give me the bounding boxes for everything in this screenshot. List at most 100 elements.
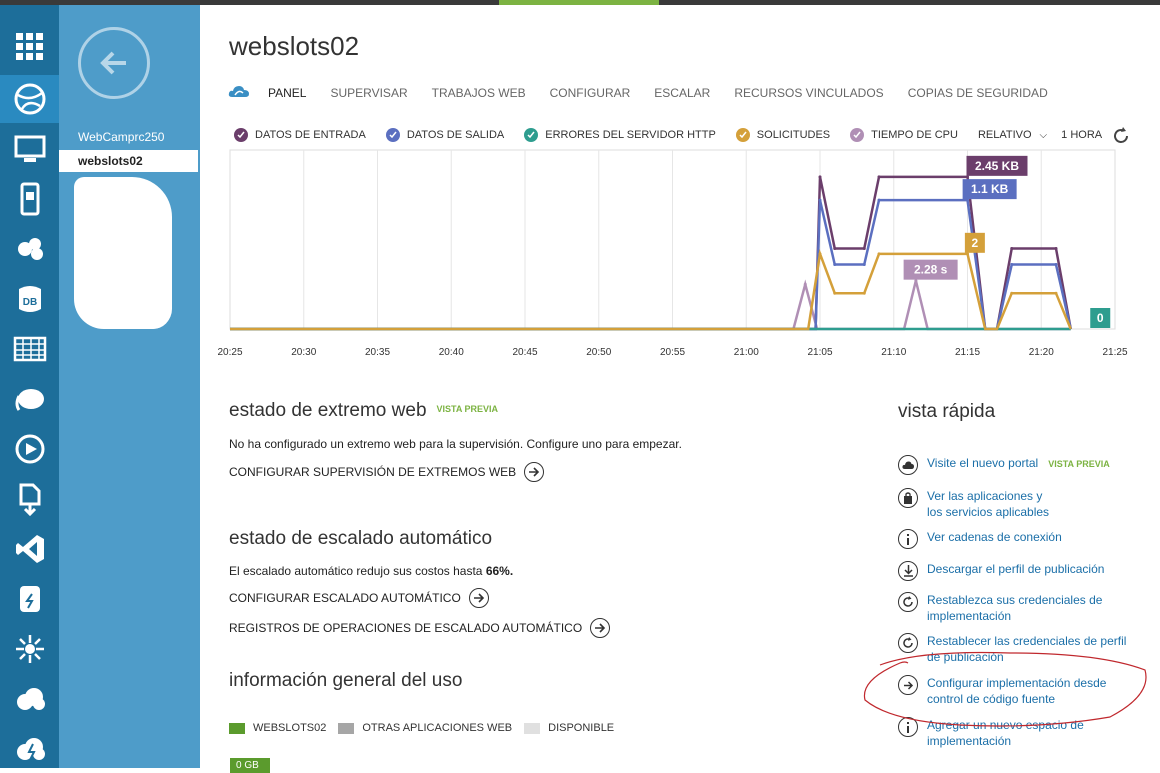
series-point xyxy=(833,246,837,250)
refresh-icon[interactable] xyxy=(1111,126,1131,151)
x-tick-label: 21:25 xyxy=(1102,347,1127,358)
series-point xyxy=(877,175,881,179)
usage-label: WEBSLOTS02 xyxy=(253,722,327,734)
back-button[interactable] xyxy=(78,27,150,99)
tab-escalar[interactable]: ESCALAR xyxy=(654,86,711,100)
legend-item-tiempo-cpu[interactable]: TIEMPO DE CPU xyxy=(850,128,958,142)
download-profile-link[interactable]: Descargar el perfil de publicación xyxy=(898,561,1104,581)
setup-source-control-deployment-link[interactable]: Configurar implementación desde control d… xyxy=(898,675,1106,707)
series-point xyxy=(833,291,837,295)
download-icon xyxy=(898,561,918,581)
webendpoint-title-text: estado de extremo web xyxy=(229,400,427,421)
sidebar-item-webslots02[interactable]: webslots02 xyxy=(59,150,198,172)
series-point xyxy=(862,291,866,295)
webendpoint-text: No ha configurado un extremo web para la… xyxy=(229,437,682,451)
series-value-badge xyxy=(962,179,1017,200)
tab-configurar[interactable]: CONFIGURAR xyxy=(549,86,631,100)
sql-databases-icon[interactable]: DB xyxy=(0,275,59,323)
legend-item-solicitudes[interactable]: SOLICITUDES xyxy=(735,128,830,142)
usage-swatch xyxy=(524,722,541,734)
series-point xyxy=(914,279,918,283)
series-point xyxy=(966,175,969,179)
usage-swatch xyxy=(229,722,245,734)
media-services-icon[interactable] xyxy=(0,425,59,473)
arrow-right-icon xyxy=(898,675,918,695)
range-dropdown[interactable]: 1 HORA xyxy=(1061,129,1102,141)
usage-title: información general del uso xyxy=(229,670,463,691)
autoscale-logs-label: REGISTROS DE OPERACIONES DE ESCALADO AUT… xyxy=(229,621,583,635)
websites-icon[interactable] xyxy=(0,75,59,123)
info-icon xyxy=(898,529,918,549)
storage-icon[interactable] xyxy=(0,325,59,373)
x-tick-label: 21:05 xyxy=(807,347,832,358)
series-value-badge xyxy=(1090,308,1111,328)
add-deployment-slot-link[interactable]: Agregar un nuevo espacio de implementació… xyxy=(898,717,1084,749)
tab-recursos-vinculados[interactable]: RECURSOS VINCULADOS xyxy=(734,86,884,100)
virtual-machines-icon[interactable] xyxy=(0,125,59,173)
tab-copias-de-seguridad[interactable]: COPIAS DE SEGURIDAD xyxy=(907,86,1048,100)
series-point xyxy=(862,263,866,267)
series-value-label: 2.28 s xyxy=(914,263,948,277)
tab-supervisar[interactable]: SUPERVISAR xyxy=(330,86,408,100)
info-icon xyxy=(898,717,918,737)
autoscale-text: El escalado automático redujo sus costos… xyxy=(229,564,513,578)
view-connection-strings-link[interactable]: Ver cadenas de conexión xyxy=(898,529,1062,549)
website-cloud-icon xyxy=(228,83,250,104)
configure-endpoint-label: CONFIGURAR SUPERVISIÓN DE EXTREMOS WEB xyxy=(229,465,517,479)
scheduler-icon[interactable] xyxy=(0,725,59,773)
x-tick-label: 21:10 xyxy=(881,347,906,358)
all-items-icon[interactable] xyxy=(0,23,59,71)
usage-legend-item: WEBSLOTS02 xyxy=(229,722,326,734)
link-label-line2: los servicios aplicables xyxy=(927,505,1050,519)
tab-panel[interactable]: PANEL xyxy=(268,86,307,100)
view-apps-link[interactable]: Ver las aplicaciones y los servicios apli… xyxy=(898,488,1049,520)
series-value-label: 2.45 KB xyxy=(975,159,1019,173)
series-line xyxy=(230,198,1072,331)
legend-item-errores-http[interactable]: ERRORES DEL SERVIDOR HTTP xyxy=(524,128,716,142)
cache-icon[interactable] xyxy=(0,575,59,623)
check-icon xyxy=(524,128,539,142)
reset-deployment-credentials-link[interactable]: Restablezca sus credenciales de implement… xyxy=(898,592,1102,624)
reset-publish-profile-link[interactable]: Restablecer las credenciales de perfil de… xyxy=(898,633,1126,665)
legend-item-datos-salida[interactable]: DATOS DE SALIDA xyxy=(385,128,504,142)
tab-trabajos-web[interactable]: TRABAJOS WEB xyxy=(431,86,526,100)
tab-bar: PANEL SUPERVISAR TRABAJOS WEB CONFIGURAR… xyxy=(228,83,1072,103)
x-tick-label: 20:40 xyxy=(439,347,464,358)
link-label-line2: implementación xyxy=(927,609,1012,623)
link-label-line2: implementación xyxy=(927,734,1012,748)
configure-autoscale-label: CONFIGURAR ESCALADO AUTOMÁTICO xyxy=(229,591,461,605)
link-label: Ver las aplicaciones y los servicios apli… xyxy=(927,488,1049,520)
series-value-label: 0 xyxy=(1097,311,1104,325)
series-point xyxy=(1010,263,1014,267)
series-value-label: 1.1 KB xyxy=(971,182,1009,196)
mode-dropdown[interactable]: RELATIVO ⌵ xyxy=(978,129,1047,141)
service-bus-icon[interactable] xyxy=(0,475,59,523)
link-label-line1: Ver las aplicaciones y xyxy=(927,489,1043,503)
preview-badge: VISTA PREVIA xyxy=(436,404,499,414)
link-label-line1: Restablecer las credenciales de perfil xyxy=(927,634,1127,648)
arrow-right-icon xyxy=(524,462,545,482)
recovery-services-icon[interactable] xyxy=(0,675,59,723)
sidebar-item-webcamprc250[interactable]: WebCamprc250 xyxy=(78,130,165,144)
link-label: Descargar el perfil de publicación xyxy=(927,562,1105,576)
visual-studio-icon[interactable] xyxy=(0,525,59,573)
configure-endpoint-button[interactable]: CONFIGURAR SUPERVISIÓN DE EXTREMOS WEB xyxy=(229,462,545,482)
visit-new-portal-link[interactable]: Visite el nuevo portal VISTA PREVIA xyxy=(898,455,1110,475)
legend-item-datos-entrada[interactable]: DATOS DE ENTRADA xyxy=(234,128,366,142)
quick-glance-title: vista rápida xyxy=(898,401,996,422)
autoscale-title: estado de escalado automático xyxy=(229,528,493,549)
link-label-line2: control de código fuente xyxy=(927,692,1056,706)
cloud-services-icon[interactable] xyxy=(0,225,59,273)
configure-autoscale-button[interactable]: CONFIGURAR ESCALADO AUTOMÁTICO xyxy=(229,588,489,608)
mobile-services-icon[interactable] xyxy=(0,175,59,223)
biztalk-icon[interactable] xyxy=(0,625,59,673)
redaction-mark xyxy=(89,237,171,329)
autoscale-logs-button[interactable]: REGISTROS DE OPERACIONES DE ESCALADO AUT… xyxy=(229,618,611,638)
series-point xyxy=(1054,246,1058,250)
series-point xyxy=(803,282,807,286)
link-label-line1: Agregar un nuevo espacio de xyxy=(927,718,1084,732)
svg-text:DB: DB xyxy=(22,297,36,308)
x-tick-label: 20:55 xyxy=(660,347,685,358)
usage-value: 0 GB xyxy=(230,758,270,773)
hdinsight-icon[interactable] xyxy=(0,375,59,423)
